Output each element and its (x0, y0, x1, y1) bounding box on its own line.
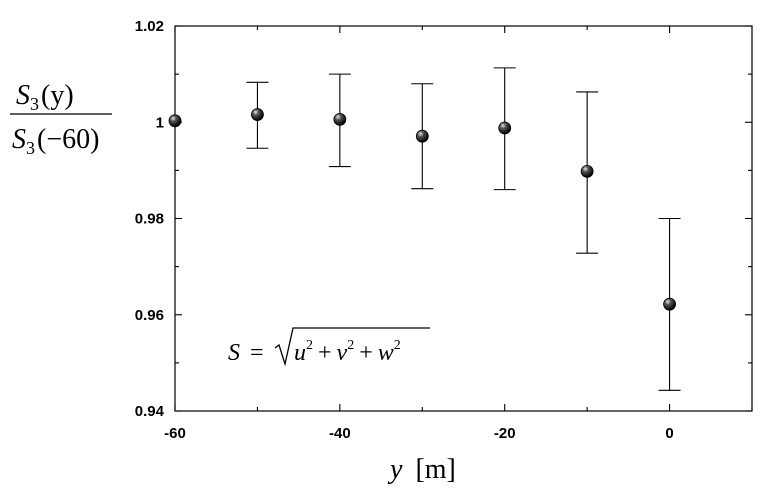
data-point (663, 297, 676, 311)
svg-text:u2+v2+w2: u2 + v2 + w2 (294, 338, 401, 366)
x-tick-label: -20 (494, 425, 516, 442)
svg-text:S =: S = (228, 340, 264, 366)
data-point (498, 121, 512, 135)
data-point (168, 114, 182, 128)
y-tick-label: 1.02 (135, 18, 164, 35)
data-point (333, 112, 347, 126)
x-tick-label: -40 (329, 425, 351, 442)
x-tick-label: 0 (665, 425, 673, 442)
svg-text:S3(y): S3(y) (16, 80, 74, 114)
svg-text:S3(−60): S3(−60) (12, 124, 99, 158)
data-point (580, 164, 594, 178)
data-point (251, 108, 264, 121)
y-tick-label: 0.98 (135, 211, 164, 228)
sqrt-sign (274, 327, 430, 367)
y-tick-label: 0.96 (135, 307, 164, 324)
y-axis-label: S3(y) S3(−60) (10, 80, 112, 158)
y-tick-label: 0.94 (135, 403, 165, 420)
x-tick-label: -60 (164, 425, 186, 442)
formula-annotation: S = u2 + v2 + w2 (228, 327, 430, 367)
data-point (415, 129, 429, 143)
axis-ticks: -60 -40 -20 0 0.94 0.96 0.98 1 1.02 (135, 18, 753, 442)
data-points (168, 108, 676, 311)
y-tick-label: 1 (156, 114, 164, 131)
x-axis-label: y [m] (387, 454, 456, 485)
